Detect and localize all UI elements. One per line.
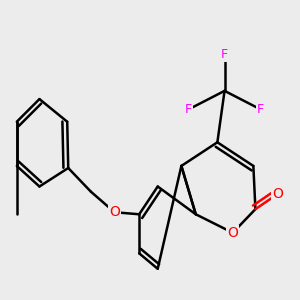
Text: F: F xyxy=(221,48,228,62)
Text: O: O xyxy=(273,187,283,201)
Text: O: O xyxy=(227,226,238,240)
Text: O: O xyxy=(109,205,120,219)
Text: F: F xyxy=(257,103,264,116)
Text: F: F xyxy=(185,103,192,116)
